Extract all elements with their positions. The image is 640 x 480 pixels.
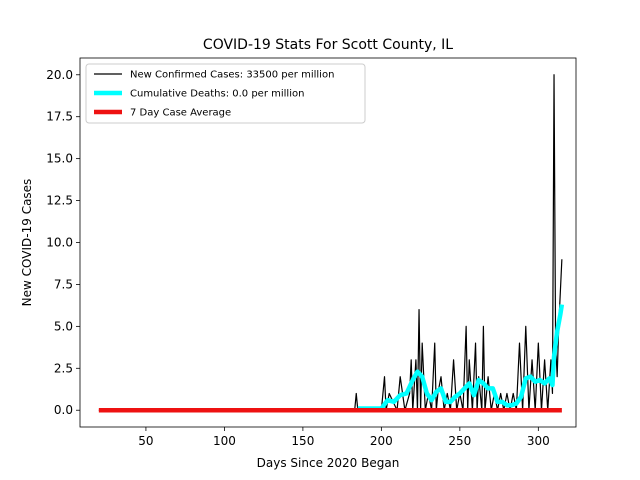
legend-label-7-day-average: 7 Day Case Average	[130, 108, 231, 119]
y-tick-label: 2.5	[54, 361, 73, 375]
axes-spines	[79, 57, 577, 428]
x-tick-label: 150	[291, 434, 314, 448]
x-axis-label: Days Since 2020 Began	[257, 456, 400, 470]
legend-box	[85, 63, 366, 124]
y-tick-label: 20.0	[46, 68, 73, 82]
y-tick-label: 15.0	[46, 152, 73, 166]
y-axis-label: New COVID-19 Cases	[20, 179, 34, 307]
y-tick-label: 7.5	[54, 277, 73, 291]
y-tick-label: 12.5	[46, 194, 73, 208]
x-tick-label: 100	[213, 434, 236, 448]
x-axis-ticks: 50 100 150 200 250 300	[138, 427, 550, 448]
series-line-cumulative-deaths	[357, 304, 565, 411]
chart-title: COVID-19 Stats For Scott County, IL	[203, 37, 453, 53]
x-tick-label: 300	[527, 434, 550, 448]
y-tick-label: 5.0	[54, 319, 73, 333]
x-tick-label: 200	[370, 434, 393, 448]
axes-border	[79, 57, 577, 428]
legend-label-new-cases: New Confirmed Cases: 33500 per million	[130, 70, 334, 81]
x-tick-label: 50	[138, 434, 153, 448]
legend: New Confirmed Cases: 33500 per million C…	[85, 63, 366, 124]
y-tick-label: 10.0	[46, 236, 73, 250]
y-axis-ticks: 0.0 2.5 5.0 7.5 10.0 12.5 15.0 17.5 20.0	[46, 68, 80, 417]
legend-label-cumulative-deaths: Cumulative Deaths: 0.0 per million	[130, 89, 304, 100]
y-tick-label: 17.5	[46, 110, 73, 124]
y-tick-label: 0.0	[54, 403, 73, 417]
series-layer	[98, 74, 565, 413]
x-tick-label: 250	[448, 434, 471, 448]
